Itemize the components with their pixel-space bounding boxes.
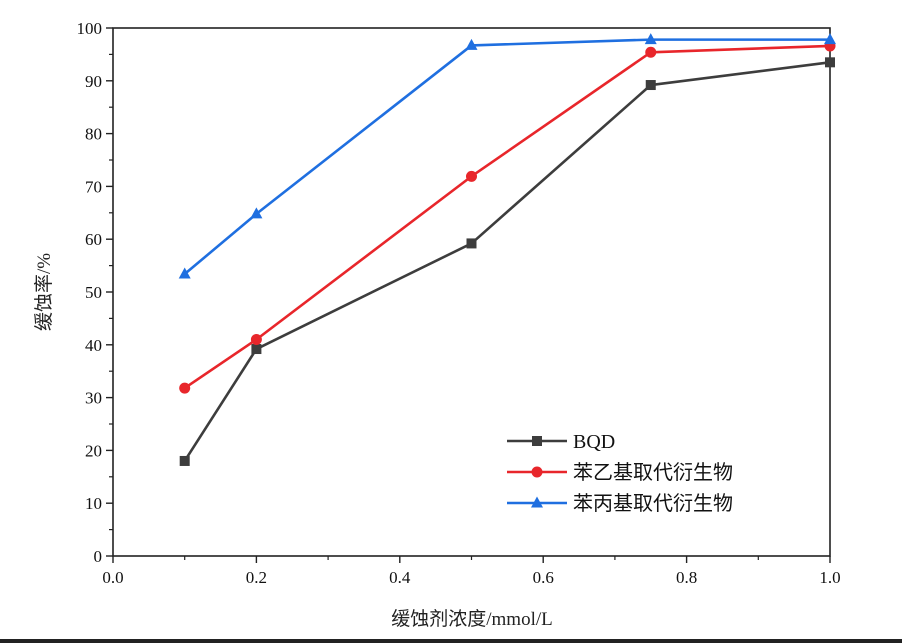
x-tick-label: 1.0 <box>819 568 840 587</box>
legend-item: BQD <box>507 431 615 453</box>
y-tick-label: 60 <box>85 230 102 249</box>
legend-item: 苯丙基取代衍生物 <box>507 492 733 515</box>
series-line <box>183 61 831 462</box>
data-point <box>465 38 478 50</box>
y-tick-label: 50 <box>85 283 102 302</box>
y-axis-ticks: 0 10 20 30 40 50 60 70 80 90 100 <box>77 19 113 566</box>
data-point <box>644 33 657 45</box>
legend-swatch-marker <box>532 436 542 446</box>
legend-swatch-marker <box>531 496 543 508</box>
x-tick-label: 0.6 <box>533 568 554 587</box>
bottom-divider <box>0 639 902 643</box>
y-tick-label: 90 <box>85 72 102 91</box>
y-tick-label: 40 <box>85 336 102 355</box>
data-point <box>179 382 191 394</box>
series-layer <box>178 33 836 466</box>
legend-item: 苯乙基取代衍生物 <box>507 461 733 484</box>
data-point <box>825 57 835 68</box>
y-tick-label: 30 <box>85 389 102 408</box>
y-tick-label: 70 <box>85 177 102 196</box>
data-point <box>178 267 191 279</box>
series-2 <box>179 40 836 394</box>
legend-label: BQD <box>573 431 615 453</box>
data-point <box>250 207 263 219</box>
y-tick-label: 20 <box>85 441 102 460</box>
y-tick-label: 80 <box>85 125 102 144</box>
legend-label: 苯乙基取代衍生物 <box>573 461 733 484</box>
data-point <box>466 170 477 182</box>
data-point <box>250 334 262 346</box>
legend-label: 苯丙基取代衍生物 <box>573 492 733 515</box>
data-point <box>466 238 477 249</box>
data-point <box>645 46 657 58</box>
y-tick-label: 10 <box>85 494 102 513</box>
x-axis-title: 缓蚀剂浓度/mmol/L <box>391 608 553 630</box>
x-axis-ticks: 0.0 0.2 0.4 0.6 0.8 1.0 <box>102 556 841 587</box>
x-tick-label: 0.4 <box>389 568 411 587</box>
y-tick-label: 100 <box>77 19 103 38</box>
series-3 <box>178 33 836 279</box>
series-1 <box>179 57 835 466</box>
x-tick-label: 0.8 <box>676 568 697 587</box>
data-point <box>179 455 190 466</box>
data-point <box>645 80 656 91</box>
legend-swatch-marker <box>531 466 543 478</box>
y-tick-label: 0 <box>94 547 103 566</box>
data-point <box>251 344 262 355</box>
x-tick-label: 0.0 <box>102 568 123 587</box>
data-point <box>824 33 836 45</box>
x-tick-label: 0.2 <box>246 568 267 587</box>
y-axis-title: 缓蚀率/% <box>33 253 55 331</box>
